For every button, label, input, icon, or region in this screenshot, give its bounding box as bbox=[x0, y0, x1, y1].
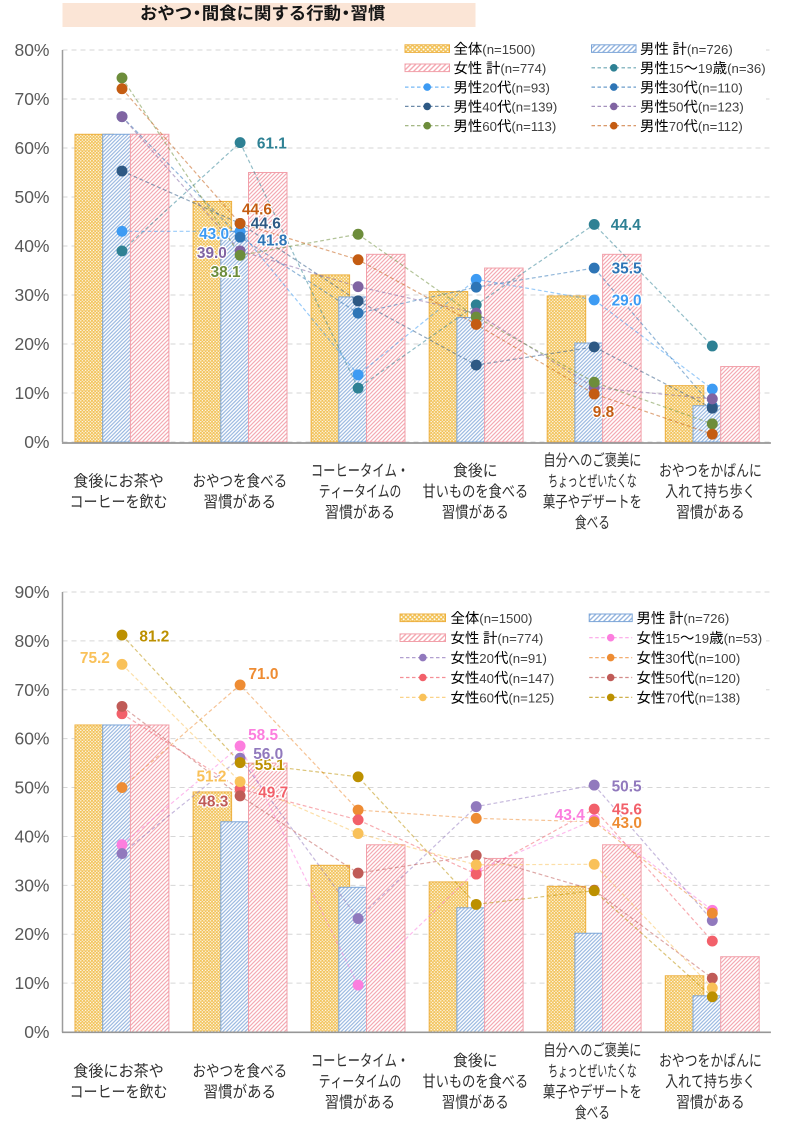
svg-text:51.2: 51.2 bbox=[197, 768, 227, 785]
svg-text:20: 20 bbox=[479, 651, 494, 666]
svg-text:49.7: 49.7 bbox=[258, 785, 288, 802]
svg-text:56.0: 56.0 bbox=[253, 746, 283, 763]
svg-text:43.4: 43.4 bbox=[555, 807, 585, 824]
svg-text:(n=726): (n=726) bbox=[687, 42, 733, 57]
svg-text:(n=774): (n=774) bbox=[500, 61, 546, 76]
svg-text:50: 50 bbox=[669, 100, 684, 115]
svg-text:30%: 30% bbox=[14, 285, 49, 305]
svg-text:44.4: 44.4 bbox=[611, 217, 641, 234]
svg-text:38.1: 38.1 bbox=[211, 264, 241, 281]
svg-text:(n=147): (n=147) bbox=[508, 671, 554, 686]
svg-text:60%: 60% bbox=[14, 138, 49, 158]
svg-text:15: 15 bbox=[665, 631, 680, 646]
svg-text:80%: 80% bbox=[14, 631, 49, 651]
svg-text:(n=774): (n=774) bbox=[497, 631, 543, 646]
svg-text:19: 19 bbox=[694, 631, 709, 646]
svg-text:(n=112): (n=112) bbox=[698, 119, 743, 134]
svg-text:61.1: 61.1 bbox=[257, 135, 287, 152]
svg-text:60: 60 bbox=[482, 119, 497, 134]
svg-text:(n=138): (n=138) bbox=[694, 691, 740, 706]
svg-text:50%: 50% bbox=[14, 187, 49, 207]
svg-text:(n=1500): (n=1500) bbox=[479, 611, 532, 626]
svg-text:35.5: 35.5 bbox=[612, 260, 642, 277]
svg-text:(n=125): (n=125) bbox=[508, 691, 554, 706]
svg-text:70: 70 bbox=[669, 119, 684, 134]
svg-text:50.5: 50.5 bbox=[612, 778, 642, 795]
svg-text:(n=139): (n=139) bbox=[511, 100, 557, 115]
svg-text:30: 30 bbox=[665, 651, 680, 666]
svg-text:(n=110): (n=110) bbox=[698, 80, 743, 95]
svg-text:20%: 20% bbox=[14, 334, 49, 354]
svg-text:(n=36): (n=36) bbox=[727, 61, 766, 76]
svg-text:81.2: 81.2 bbox=[139, 628, 169, 645]
svg-text:(n=100): (n=100) bbox=[694, 651, 740, 666]
svg-text:0%: 0% bbox=[24, 1022, 49, 1042]
svg-text:40%: 40% bbox=[14, 236, 49, 256]
svg-text:44.6: 44.6 bbox=[251, 216, 281, 233]
svg-text:45.6: 45.6 bbox=[612, 802, 642, 819]
svg-text:43.0: 43.0 bbox=[199, 226, 229, 243]
svg-text:20: 20 bbox=[482, 80, 497, 95]
svg-text:43.0: 43.0 bbox=[612, 815, 642, 832]
svg-text:90%: 90% bbox=[14, 582, 49, 602]
svg-text:60: 60 bbox=[479, 691, 494, 706]
svg-text:40: 40 bbox=[482, 100, 497, 115]
svg-text:80%: 80% bbox=[14, 40, 49, 60]
svg-text:15: 15 bbox=[669, 61, 684, 76]
svg-text:50: 50 bbox=[665, 671, 680, 686]
svg-text:39.0: 39.0 bbox=[197, 245, 227, 262]
svg-text:(n=113): (n=113) bbox=[511, 119, 556, 134]
svg-text:(n=726): (n=726) bbox=[683, 611, 729, 626]
svg-text:50%: 50% bbox=[14, 778, 49, 798]
svg-text:30%: 30% bbox=[14, 875, 49, 895]
svg-text:44.6: 44.6 bbox=[242, 202, 272, 219]
svg-text:40: 40 bbox=[479, 671, 494, 686]
svg-text:(n=93): (n=93) bbox=[511, 80, 550, 95]
svg-text:29.0: 29.0 bbox=[612, 292, 642, 309]
svg-text:(n=120): (n=120) bbox=[694, 671, 740, 686]
svg-text:55.1: 55.1 bbox=[255, 757, 285, 774]
svg-text:41.8: 41.8 bbox=[257, 233, 287, 250]
svg-text:(n=53): (n=53) bbox=[724, 631, 763, 646]
svg-text:10%: 10% bbox=[14, 383, 49, 403]
svg-text:(n=123): (n=123) bbox=[698, 100, 744, 115]
svg-text:10%: 10% bbox=[14, 973, 49, 993]
svg-text:20%: 20% bbox=[14, 924, 49, 944]
svg-text:(n=91): (n=91) bbox=[508, 651, 547, 666]
svg-text:19: 19 bbox=[698, 61, 713, 76]
svg-text:30: 30 bbox=[669, 80, 684, 95]
svg-text:9.8: 9.8 bbox=[593, 404, 615, 421]
svg-text:(n=1500): (n=1500) bbox=[482, 42, 535, 57]
svg-text:60%: 60% bbox=[14, 729, 49, 749]
svg-text:58.5: 58.5 bbox=[248, 727, 278, 744]
svg-text:48.3: 48.3 bbox=[198, 794, 228, 811]
svg-text:0%: 0% bbox=[24, 432, 49, 452]
svg-text:70: 70 bbox=[665, 691, 680, 706]
svg-text:75.2: 75.2 bbox=[80, 650, 110, 667]
svg-text:70%: 70% bbox=[14, 89, 49, 109]
svg-text:40%: 40% bbox=[14, 826, 49, 846]
svg-text:70%: 70% bbox=[14, 680, 49, 700]
svg-text:71.0: 71.0 bbox=[249, 666, 279, 683]
